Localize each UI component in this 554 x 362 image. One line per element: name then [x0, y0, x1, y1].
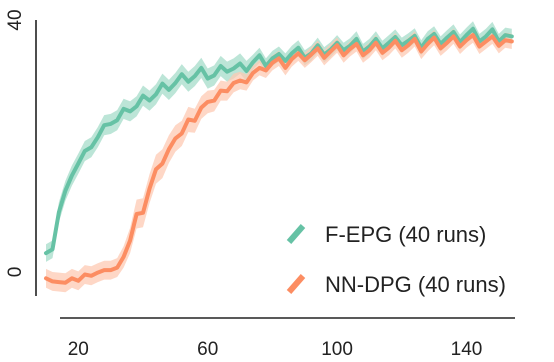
legend: F-EPG (40 runs) NN-DPG (40 runs) — [286, 222, 506, 297]
y-tick-label: 0 — [5, 267, 26, 278]
nn-dpg-legend-swatch — [286, 274, 306, 294]
f-epg-mean-line — [44, 26, 514, 256]
series-lines — [44, 26, 514, 285]
nn-dpg-mean-line — [44, 33, 514, 285]
axes: 0 40 20 60 100 140 — [5, 9, 515, 360]
x-tick-label: 60 — [197, 339, 218, 360]
f-epg-legend-swatch — [286, 224, 306, 244]
f-epg-confidence-band — [46, 21, 512, 262]
nn-dpg-legend-label: NN-DPG (40 runs) — [325, 272, 506, 297]
f-epg-legend-label: F-EPG (40 runs) — [325, 222, 486, 247]
x-tick-label: 140 — [451, 339, 483, 360]
x-tick-label: 20 — [68, 339, 89, 360]
nn-dpg-confidence-band — [46, 27, 512, 293]
x-tick-label: 100 — [321, 339, 353, 360]
confidence-bands — [46, 21, 512, 293]
y-tick-label: 40 — [5, 9, 26, 30]
